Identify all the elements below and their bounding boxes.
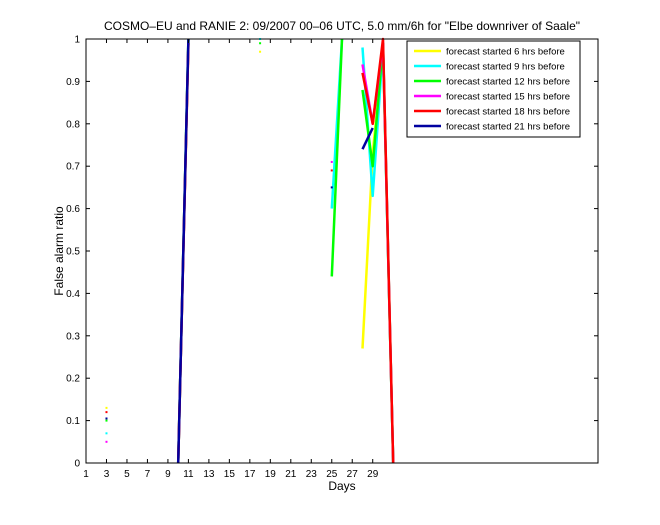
- legend-label: forecast started 18 hrs before: [446, 107, 570, 118]
- legend-label: forecast started 21 hrs before: [446, 122, 570, 133]
- legend-label: forecast started 9 hrs before: [446, 62, 565, 73]
- x-tick-label: 11: [183, 469, 194, 480]
- series-point: [105, 411, 108, 414]
- series-point: [105, 440, 108, 443]
- chart-title: COSMO–EU and RANIE 2: 09/2007 00–06 UTC,…: [104, 19, 580, 33]
- y-tick-label: 0.7: [66, 162, 80, 173]
- x-tick-label: 13: [203, 469, 215, 480]
- series-point: [105, 406, 108, 409]
- y-axis: 0 0.1 0.2 0.3 0.4 0.5 0.6 0.7 0.8 0.9 1: [66, 35, 598, 470]
- x-tick-label: 5: [124, 469, 130, 480]
- series-point: [259, 42, 262, 45]
- series: [105, 37, 395, 464]
- series-point: [105, 432, 108, 435]
- legend-label: forecast started 12 hrs before: [446, 77, 570, 88]
- x-tick-label: 9: [165, 469, 171, 480]
- y-tick-label: 0.3: [66, 331, 80, 342]
- series: [105, 38, 374, 464]
- series-point: [105, 417, 108, 420]
- y-tick-label: 0.2: [66, 374, 80, 385]
- x-tick-label: 3: [104, 469, 110, 480]
- y-tick-label: 0.1: [66, 416, 80, 427]
- y-axis-label: False alarm ratio: [52, 206, 66, 296]
- x-axis-label: Days: [328, 479, 355, 493]
- y-tick-label: 0.4: [66, 289, 80, 300]
- y-tick-label: 0.8: [66, 119, 80, 130]
- legend: forecast started 6 hrs before forecast st…: [406, 40, 581, 138]
- y-tick-label: 0.5: [66, 247, 80, 258]
- legend-box: [406, 40, 581, 138]
- series-line: [330, 38, 344, 277]
- legend-label: forecast started 6 hrs before: [446, 47, 565, 58]
- x-tick-label: 7: [145, 469, 151, 480]
- series: [105, 38, 395, 464]
- x-tick-label: 1: [83, 469, 89, 480]
- x-tick-label: 27: [347, 469, 359, 480]
- x-tick-label: 17: [244, 469, 256, 480]
- x-tick-label: 21: [285, 469, 297, 480]
- series: [105, 41, 395, 464]
- series: [105, 43, 395, 464]
- y-tick-label: 0: [74, 459, 80, 470]
- plot-marks: [105, 37, 395, 464]
- x-axis: 1 3 5 7 9 11 13 15 17 19 21 23 25 27 29: [83, 39, 379, 480]
- x-tick-label: 15: [224, 469, 236, 480]
- x-tick-label: 29: [367, 469, 379, 480]
- series-point: [330, 186, 333, 189]
- series-line: [361, 127, 374, 150]
- series-point: [105, 419, 108, 422]
- series-line: [361, 37, 395, 464]
- series-point: [330, 169, 333, 172]
- series-point: [259, 50, 262, 53]
- series: [105, 38, 395, 464]
- x-tick-label: 25: [326, 469, 338, 480]
- series-line: [176, 38, 190, 464]
- legend-label: forecast started 15 hrs before: [446, 92, 570, 103]
- y-tick-label: 1: [74, 35, 80, 46]
- x-tick-label: 19: [265, 469, 277, 480]
- y-tick-label: 0.6: [66, 204, 80, 215]
- y-tick-label: 0.9: [66, 77, 80, 88]
- x-tick-label: 23: [306, 469, 318, 480]
- series-point: [330, 160, 333, 163]
